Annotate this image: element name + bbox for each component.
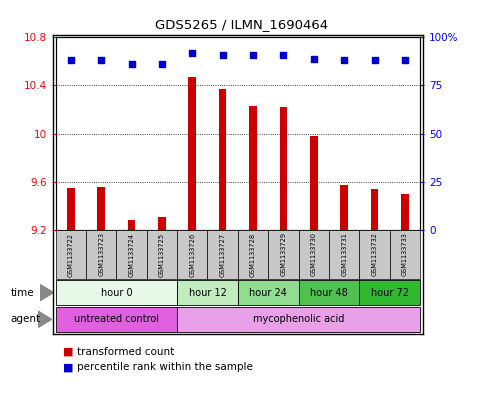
FancyBboxPatch shape	[56, 280, 177, 305]
Bar	[310, 136, 318, 230]
Bar	[249, 106, 257, 230]
Text: hour 48: hour 48	[310, 288, 348, 298]
Bar	[98, 187, 105, 230]
Text: time: time	[11, 288, 34, 298]
FancyBboxPatch shape	[329, 230, 359, 279]
Text: GSM1133724: GSM1133724	[128, 232, 135, 277]
Text: hour 24: hour 24	[249, 288, 287, 298]
Text: ■: ■	[63, 347, 73, 357]
FancyBboxPatch shape	[298, 280, 359, 305]
FancyBboxPatch shape	[56, 230, 86, 279]
Text: GSM1133733: GSM1133733	[402, 233, 408, 276]
Bar	[371, 189, 378, 230]
Point	[219, 51, 227, 58]
Text: GSM1133729: GSM1133729	[281, 233, 286, 276]
FancyBboxPatch shape	[238, 230, 268, 279]
Text: GSM1133727: GSM1133727	[220, 232, 226, 277]
FancyBboxPatch shape	[359, 280, 420, 305]
Text: GSM1133728: GSM1133728	[250, 232, 256, 277]
Text: transformed count: transformed count	[77, 347, 174, 357]
FancyBboxPatch shape	[116, 230, 147, 279]
Text: hour 72: hour 72	[371, 288, 409, 298]
Point	[249, 51, 257, 58]
FancyBboxPatch shape	[86, 230, 116, 279]
FancyBboxPatch shape	[177, 230, 208, 279]
FancyBboxPatch shape	[390, 230, 420, 279]
Bar	[128, 220, 135, 230]
Point	[401, 57, 409, 64]
Text: GSM1133732: GSM1133732	[371, 233, 378, 276]
Point	[310, 55, 318, 62]
Text: GSM1133731: GSM1133731	[341, 233, 347, 276]
Bar	[67, 188, 74, 230]
FancyBboxPatch shape	[56, 307, 177, 332]
FancyBboxPatch shape	[298, 230, 329, 279]
Text: GSM1133722: GSM1133722	[68, 232, 74, 277]
Text: percentile rank within the sample: percentile rank within the sample	[77, 362, 253, 373]
Bar	[188, 77, 196, 230]
Bar	[341, 185, 348, 230]
Point	[371, 57, 379, 64]
Bar	[280, 107, 287, 230]
Text: GSM1133725: GSM1133725	[159, 232, 165, 277]
Point	[128, 61, 135, 68]
Text: untreated control: untreated control	[74, 314, 159, 324]
Text: GDS5265 / ILMN_1690464: GDS5265 / ILMN_1690464	[155, 18, 328, 31]
Text: GSM1133730: GSM1133730	[311, 233, 317, 276]
Point	[280, 51, 287, 58]
Text: agent: agent	[11, 314, 41, 324]
Point	[188, 50, 196, 56]
FancyBboxPatch shape	[177, 280, 238, 305]
Text: ■: ■	[63, 362, 73, 373]
FancyBboxPatch shape	[359, 230, 390, 279]
Text: hour 0: hour 0	[100, 288, 132, 298]
Bar	[219, 89, 227, 230]
Bar	[401, 194, 409, 230]
Polygon shape	[40, 285, 54, 301]
Text: hour 12: hour 12	[188, 288, 227, 298]
FancyBboxPatch shape	[147, 230, 177, 279]
Point	[97, 57, 105, 64]
Bar	[158, 217, 166, 230]
Point	[67, 57, 74, 64]
Text: GSM1133723: GSM1133723	[98, 233, 104, 276]
Text: mycophenolic acid: mycophenolic acid	[253, 314, 344, 324]
FancyBboxPatch shape	[208, 230, 238, 279]
Polygon shape	[38, 311, 52, 327]
FancyBboxPatch shape	[177, 307, 420, 332]
FancyBboxPatch shape	[268, 230, 298, 279]
Point	[341, 57, 348, 64]
Point	[158, 61, 166, 68]
Text: GSM1133726: GSM1133726	[189, 232, 195, 277]
FancyBboxPatch shape	[238, 280, 298, 305]
